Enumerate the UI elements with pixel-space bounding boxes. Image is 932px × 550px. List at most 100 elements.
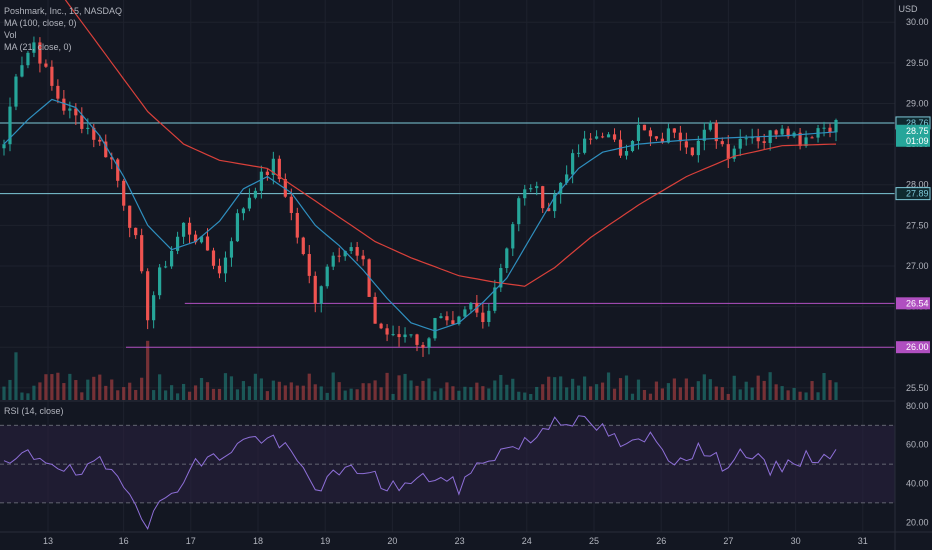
candle-body — [146, 271, 149, 320]
candle-body — [242, 209, 245, 214]
volume-bar — [541, 384, 544, 400]
candle-body — [403, 335, 406, 338]
volume-bar — [356, 389, 359, 400]
candle-body — [607, 134, 610, 137]
candle-body — [62, 99, 65, 111]
candle-body — [433, 318, 436, 338]
volume-bar — [529, 394, 532, 400]
candle-body — [745, 138, 748, 139]
candle-body — [308, 254, 311, 276]
volume-bar — [140, 378, 143, 400]
volume-bar — [589, 386, 592, 400]
candle-body — [385, 328, 388, 334]
candle-body — [290, 197, 293, 213]
volume-bar — [547, 377, 550, 400]
candle-body — [505, 248, 508, 268]
price-tick-label: 30.00 — [906, 17, 929, 27]
candle-body — [320, 286, 323, 304]
rsi-tick-label: 60.00 — [906, 440, 929, 450]
candle-body — [421, 345, 424, 348]
volume-bar — [2, 387, 5, 400]
candle-body — [583, 139, 586, 153]
volume-bar — [427, 378, 430, 400]
volume-bar — [194, 385, 197, 400]
legend-rsi[interactable]: RSI (14, close) — [4, 406, 64, 416]
volume-bar — [338, 382, 341, 400]
candle-body — [260, 172, 263, 191]
time-tick-label: 24 — [522, 536, 532, 546]
candle-body — [481, 313, 484, 322]
volume-bar — [661, 388, 664, 400]
candle-body — [188, 223, 191, 235]
volume-bar — [475, 383, 478, 400]
rsi-tick-label: 20.00 — [906, 517, 929, 527]
candle-body — [326, 267, 329, 287]
volume-bar — [535, 387, 538, 400]
candle-body — [206, 236, 209, 250]
candle-body — [595, 136, 598, 138]
volume-bar — [152, 390, 155, 400]
candle-body — [140, 235, 143, 271]
volume-bar — [781, 386, 784, 400]
volume-bar — [122, 387, 125, 400]
volume-bar — [595, 384, 598, 400]
volume-bar — [158, 374, 161, 400]
candle-body — [721, 141, 724, 144]
volume-bar — [553, 377, 556, 400]
volume-bar — [643, 390, 646, 400]
candle-body — [391, 334, 394, 335]
legend-symbol[interactable]: Poshmark, Inc., 15, NASDAQ — [4, 6, 122, 16]
legend-ma100[interactable]: MA (100, close, 0) — [4, 18, 77, 28]
volume-bar — [296, 386, 299, 400]
volume-bar — [20, 392, 23, 400]
volume-bar — [26, 393, 29, 400]
legend-volume[interactable]: Vol — [4, 30, 17, 40]
volume-bar — [625, 375, 628, 400]
candle-body — [655, 136, 658, 138]
time-tick-label: 20 — [387, 536, 397, 546]
volume-bar — [242, 381, 245, 400]
currency-label: USD — [898, 4, 918, 14]
candle-body — [2, 144, 5, 148]
volume-bar — [344, 391, 347, 400]
volume-bar — [834, 382, 837, 400]
candle-body — [332, 256, 335, 267]
candle-body — [379, 324, 382, 329]
volume-bar — [278, 382, 281, 400]
volume-bar — [757, 376, 760, 400]
candle-body — [691, 147, 694, 155]
candle-body — [529, 188, 532, 189]
volume-bar — [457, 391, 460, 400]
rsi-axis[interactable]: 80.00 60.00 40.00 20.00 — [906, 401, 929, 527]
volume-bar — [188, 392, 191, 400]
candle-body — [487, 311, 490, 322]
legend-ma21[interactable]: MA (21, close, 0) — [4, 42, 72, 52]
volume-bar — [368, 383, 371, 400]
candle-body — [302, 238, 305, 254]
candle-body — [601, 136, 604, 137]
time-tick-label: 18 — [253, 536, 263, 546]
volume-bar — [272, 381, 275, 400]
volume-bar — [212, 389, 215, 400]
volume-bar — [499, 375, 502, 400]
volume-bar — [302, 386, 305, 400]
volume-bar — [655, 382, 658, 400]
candle-body — [158, 267, 161, 295]
volume-bars — [2, 341, 837, 400]
volume-bar — [433, 391, 436, 400]
price-tick-label: 29.50 — [906, 58, 929, 68]
price-axis[interactable]: 30.0029.5029.0028.5028.0027.5027.0026.50… — [906, 17, 929, 393]
volume-bar — [721, 387, 724, 400]
candle-body — [356, 247, 359, 256]
candle-body — [469, 303, 472, 309]
time-axis[interactable]: 13 16 17 18 19 20 23 24 25 26 27 30 31 — [43, 536, 868, 546]
candle-body — [230, 241, 233, 257]
volume-bar — [469, 387, 472, 400]
candle-body — [828, 128, 831, 133]
time-tick-label: 17 — [186, 536, 196, 546]
volume-bar — [397, 375, 400, 400]
volume-bar — [739, 389, 742, 400]
volume-bar — [80, 392, 83, 400]
volume-bar — [128, 383, 131, 400]
